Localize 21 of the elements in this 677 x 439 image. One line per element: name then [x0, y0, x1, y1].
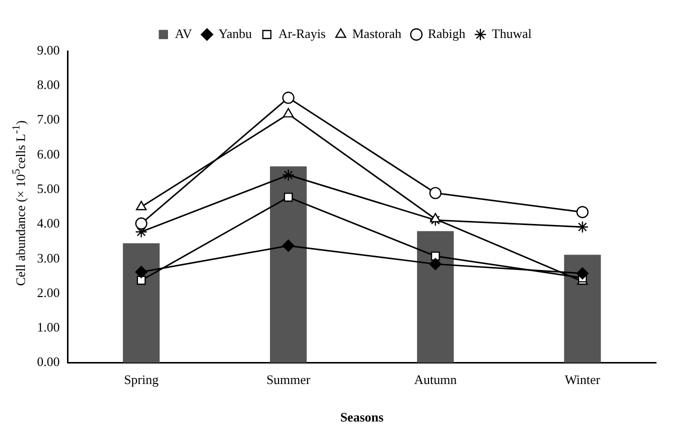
- x-tick-label: Autumn: [414, 372, 458, 388]
- x-axis-title: Seasons: [340, 410, 384, 425]
- x-tick-label: Summer: [266, 372, 312, 388]
- legend-label: Rabigh: [428, 26, 466, 41]
- legend-label: Yanbu: [218, 26, 252, 41]
- x-tick-label: Winter: [564, 372, 601, 388]
- legend-label: Thuwal: [492, 26, 532, 41]
- y-tick-label: 3.00: [37, 250, 60, 266]
- y-tick-label: 7.00: [37, 112, 60, 127]
- legend-label: AV: [174, 26, 193, 41]
- y-tick-label: 4.00: [37, 216, 60, 231]
- y-tick-label: 9.00: [37, 42, 60, 58]
- y-tick-label: 2.00: [37, 284, 60, 300]
- y-tick-label: 8.00: [37, 77, 60, 92]
- legend-label: Mastorah: [352, 26, 402, 41]
- legend-label: Ar-Rayis: [278, 26, 326, 41]
- y-tick-label: 5.00: [37, 181, 60, 196]
- y-tick-label: 6.00: [37, 146, 60, 162]
- y-tick-label: 1.00: [37, 320, 60, 335]
- x-tick-label: Spring: [124, 372, 160, 388]
- y-tick-label: 0.00: [37, 354, 60, 370]
